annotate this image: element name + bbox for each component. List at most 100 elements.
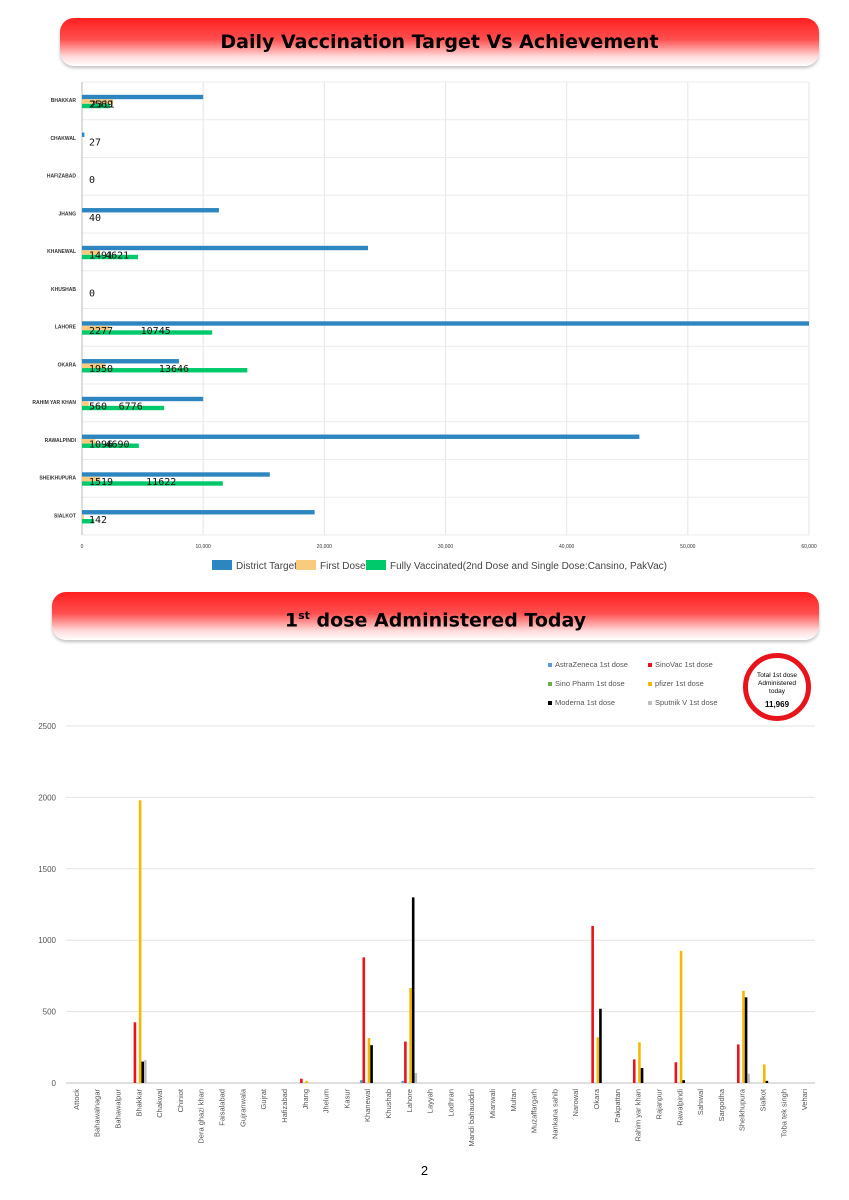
chart1-category-label: BHAKKAR — [51, 98, 77, 104]
chart2-legend-swatch — [548, 682, 552, 686]
chart2-legend-label: pfizer 1st dose — [655, 679, 704, 688]
chart2-y-tick-label: 0 — [52, 1079, 57, 1088]
chart1-first-dose-value: 560 — [89, 402, 107, 413]
chart2-category-label: Muzaffargarh — [530, 1089, 539, 1133]
chart1-bar-target — [82, 434, 640, 439]
chart2-title-text: dose Administered Today — [309, 609, 587, 632]
chart1-x-tick-label: 30,000 — [438, 544, 454, 550]
target-vs-achievement-chart: 0 10,000 20,000 30,000 40,000 50,000 60,000 BHA… — [32, 81, 817, 572]
chart1-x-tick-label: 40,000 — [559, 544, 575, 550]
chart1-category-label: RAHIM YAR KHAN — [32, 400, 76, 406]
chart2-bar-moderna — [141, 1061, 145, 1083]
chart1-category-label: SIALKOT — [54, 513, 76, 519]
chart2-bar-sputnik — [144, 1060, 147, 1083]
chart2-bar-pfizer — [742, 990, 745, 1083]
chart2-legend-label: SinoVac 1st dose — [655, 660, 713, 669]
chart2-y-tick-label: 1000 — [38, 936, 56, 945]
chart1-bar-target — [82, 208, 219, 213]
chart2-bar-pfizer — [762, 1064, 766, 1083]
chart2-y-tick-label: 2500 — [38, 722, 56, 731]
chart2-category-label: Khushab — [384, 1089, 393, 1119]
chart2-category-label: Bahawalpur — [114, 1088, 123, 1128]
chart2-title-number: 1 — [284, 609, 299, 632]
chart1-category-label: SHEIKHUPURA — [39, 476, 76, 482]
chart2-title-sup: st — [298, 609, 310, 622]
chart2-category-label: Kasur — [342, 1088, 351, 1108]
chart2-bar-moderna — [682, 1080, 685, 1083]
chart1-first-dose-value: 0 — [89, 175, 95, 186]
chart2-legend-label: AstraZeneca 1st dose — [555, 660, 628, 669]
chart1-x-tick-label: 0 — [81, 544, 84, 550]
chart1-bar-fully-vaccinated — [82, 103, 111, 109]
chart2-bar-pfizer — [138, 800, 142, 1083]
chart2-legend-swatch — [548, 663, 552, 667]
chart1-bar-target — [82, 94, 204, 100]
chart2-category-label: Narowal — [571, 1089, 580, 1117]
chart1-bar-target — [82, 245, 368, 251]
chart1-bar-target — [82, 359, 179, 364]
chart1-first-dose-value: 1950 — [89, 364, 113, 375]
chart2-bar-pfizer — [679, 950, 683, 1083]
chart2-category-label: Rahim yar khan — [634, 1089, 643, 1142]
chart1-bar-target — [82, 510, 315, 515]
chart1-bar-first-dose — [82, 325, 110, 331]
chart1-legend-label: District Target — [236, 561, 297, 572]
chart2-category-label: Sahiwal — [696, 1089, 705, 1116]
chart2-bar-astrazeneca — [401, 1080, 405, 1083]
chart1-legend-swatch — [366, 560, 386, 570]
chart2-bar-pfizer — [409, 988, 412, 1083]
chart2-category-label: Gujrat — [259, 1088, 268, 1109]
chart1-first-dose-value: 40 — [89, 213, 101, 224]
page-number: 2 — [420, 1163, 429, 1178]
chart1-title: Daily Vaccination Target Vs Achievement — [220, 31, 659, 53]
chart1-fully-vaccinated-value: 2311 — [91, 100, 115, 111]
chart2-category-label: Lahore — [405, 1089, 414, 1112]
chart1-category-label: KHUSHAB — [51, 287, 76, 293]
chart2-bar-moderna — [599, 1008, 602, 1083]
chart1-first-dose-value: 1096 — [89, 439, 113, 450]
chart1-first-dose-value: 0 — [89, 288, 95, 299]
chart1-bar-fully-vaccinated — [82, 368, 248, 373]
chart1-x-tick-label: 10,000 — [196, 544, 212, 550]
chart2-title-banner: 1st dose Administered Today — [52, 592, 819, 640]
chart2-category-label: Dera ghazi khan — [197, 1089, 206, 1144]
chart1-first-dose-value: 142 — [89, 515, 107, 526]
chart2-category-label: Pakpattan — [613, 1089, 622, 1123]
chart1-category-label: JHANG — [58, 211, 76, 217]
chart1-category-label: HAFIZABAD — [47, 174, 77, 180]
chart2-category-label: Rajanpur — [654, 1088, 663, 1119]
chart2-category-label: Multan — [509, 1089, 518, 1112]
chart2-category-label: Hafizabad — [280, 1089, 289, 1123]
chart2-category-label: Khanewal — [363, 1089, 372, 1122]
chart1-x-tick-label: 50,000 — [680, 544, 696, 550]
chart2-category-label: Sheikhupura — [738, 1088, 747, 1131]
chart2-legend-label: Moderna 1st dose — [555, 698, 615, 707]
chart2-bar-pfizer — [638, 1042, 641, 1083]
chart1-category-label: KHANEWAL — [47, 249, 76, 255]
chart2-bar-sinovac — [674, 1062, 678, 1083]
chart1-x-tick-label: 60,000 — [801, 544, 817, 550]
chart1-fully-vaccinated-value: 4621 — [105, 251, 129, 262]
chart1-legend-swatch — [296, 560, 316, 570]
chart2-category-label: Layyah — [426, 1089, 435, 1113]
chart1-title-banner: Daily Vaccination Target Vs Achievement — [60, 18, 819, 66]
chart2-category-label: Toba tek singh — [779, 1089, 788, 1137]
chart1-category-label: LAHORE — [55, 325, 77, 331]
chart2-bar-sputnik — [747, 1073, 750, 1083]
chart2-y-tick-label: 1500 — [38, 865, 56, 874]
chart1-first-dose-value: 27 — [89, 137, 101, 148]
chart2-bar-moderna — [370, 1045, 373, 1083]
chart2-bar-sinovac — [736, 1044, 740, 1083]
chart2-category-label: Okara — [592, 1088, 601, 1109]
chart1-fully-vaccinated-value: 4690 — [106, 439, 130, 450]
chart2-y-tick-label: 500 — [43, 1008, 57, 1017]
chart2-legend-swatch — [648, 663, 652, 667]
chart2-bar-sputnik — [414, 1073, 418, 1083]
chart2-category-label: Faisalabad — [218, 1089, 227, 1126]
chart1-bar-first-dose — [82, 476, 101, 482]
chart1-category-label: CHAKWAL — [50, 136, 76, 142]
chart2-category-label: Bahawalnagar — [93, 1088, 102, 1136]
chart2-category-label: Nankana sahib — [550, 1089, 559, 1139]
chart2-bar-sinovac — [362, 957, 366, 1083]
